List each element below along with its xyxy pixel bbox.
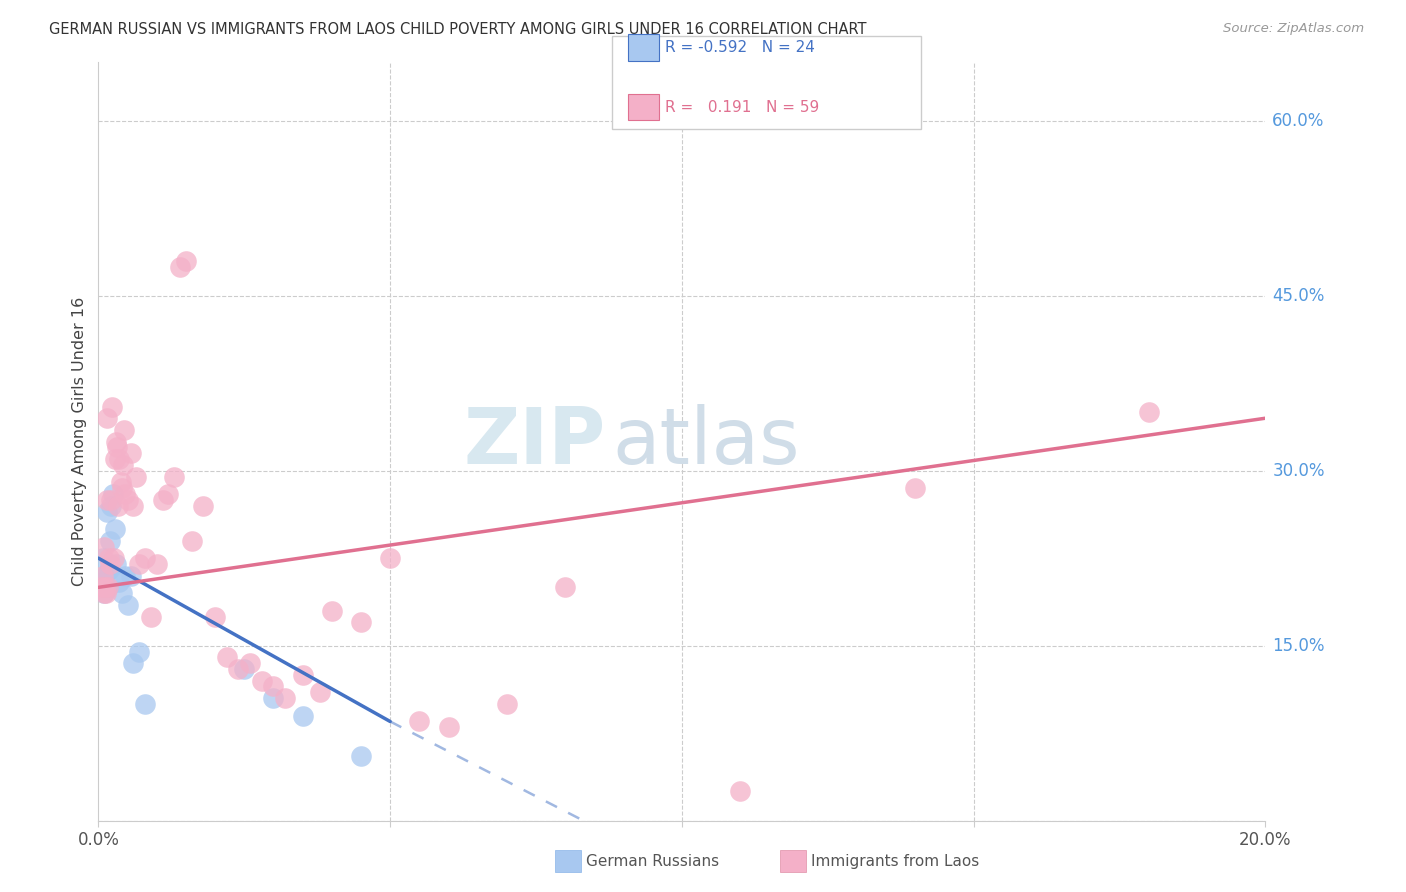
Point	[120, 446, 142, 460]
Text: German Russians: German Russians	[586, 855, 720, 869]
Point	[98, 557, 121, 571]
Point	[730, 784, 752, 798]
Point	[125, 469, 148, 483]
Point	[380, 551, 402, 566]
Text: R =   0.191   N = 59: R = 0.191 N = 59	[665, 100, 820, 114]
Text: Source: ZipAtlas.com: Source: ZipAtlas.com	[1223, 22, 1364, 36]
Point	[228, 662, 250, 676]
Text: 45.0%: 45.0%	[1272, 286, 1324, 305]
Point	[613, 90, 636, 104]
Text: 15.0%: 15.0%	[1272, 637, 1324, 655]
Point	[496, 697, 519, 711]
Point	[193, 499, 215, 513]
Point	[93, 586, 115, 600]
Point	[103, 551, 125, 566]
Point	[163, 469, 186, 483]
Point	[122, 656, 145, 670]
Point	[437, 720, 460, 734]
Point	[105, 441, 128, 455]
Point	[263, 691, 285, 706]
Point	[554, 580, 576, 594]
Point	[96, 411, 118, 425]
Point	[309, 685, 332, 699]
Point	[134, 697, 156, 711]
Point	[94, 580, 117, 594]
Point	[128, 644, 150, 658]
Point	[111, 458, 134, 472]
Point	[112, 423, 135, 437]
Text: Immigrants from Laos: Immigrants from Laos	[811, 855, 980, 869]
Point	[215, 650, 238, 665]
Point	[152, 492, 174, 507]
Point	[117, 492, 139, 507]
Point	[233, 662, 256, 676]
Point	[104, 522, 127, 536]
Point	[408, 714, 430, 729]
Point	[321, 604, 343, 618]
Point	[291, 708, 314, 723]
Point	[117, 598, 139, 612]
Point	[91, 568, 114, 582]
Point	[101, 487, 124, 501]
Point	[122, 499, 145, 513]
Point	[139, 609, 162, 624]
Point	[93, 586, 115, 600]
Point	[274, 691, 297, 706]
Point	[94, 586, 117, 600]
Text: 60.0%: 60.0%	[1272, 112, 1324, 129]
Point	[146, 557, 169, 571]
Point	[291, 668, 314, 682]
Point	[100, 492, 122, 507]
Point	[350, 749, 373, 764]
Point	[96, 492, 118, 507]
Point	[1137, 405, 1160, 419]
Point	[111, 586, 134, 600]
Point	[169, 260, 191, 274]
Point	[107, 499, 129, 513]
Text: 30.0%: 30.0%	[1272, 462, 1324, 480]
Point	[93, 540, 115, 554]
Point	[104, 434, 127, 449]
Point	[96, 504, 118, 518]
Point	[98, 533, 121, 548]
Text: ZIP: ZIP	[464, 403, 606, 480]
Point	[108, 574, 131, 589]
Point	[111, 481, 134, 495]
Point	[97, 580, 120, 594]
Point	[110, 475, 132, 490]
Point	[108, 452, 131, 467]
Point	[204, 609, 226, 624]
Point	[239, 656, 262, 670]
Point	[350, 615, 373, 630]
Point	[97, 580, 120, 594]
Text: atlas: atlas	[612, 403, 800, 480]
Point	[174, 253, 197, 268]
Point	[97, 563, 120, 577]
Point	[90, 574, 112, 589]
Point	[263, 680, 285, 694]
Point	[157, 487, 180, 501]
Point	[904, 481, 927, 495]
Y-axis label: Child Poverty Among Girls Under 16: Child Poverty Among Girls Under 16	[72, 297, 87, 586]
Text: R = -0.592   N = 24: R = -0.592 N = 24	[665, 40, 815, 54]
Point	[250, 673, 273, 688]
Point	[134, 551, 156, 566]
Point	[90, 580, 112, 594]
Point	[91, 551, 114, 566]
Point	[128, 557, 150, 571]
Point	[180, 533, 202, 548]
Point	[100, 499, 122, 513]
Point	[114, 487, 136, 501]
Point	[97, 551, 120, 566]
Point	[104, 452, 127, 467]
Point	[104, 557, 127, 571]
Point	[101, 400, 124, 414]
Point	[120, 568, 142, 582]
Point	[114, 568, 136, 582]
Point	[94, 568, 117, 582]
Text: GERMAN RUSSIAN VS IMMIGRANTS FROM LAOS CHILD POVERTY AMONG GIRLS UNDER 16 CORREL: GERMAN RUSSIAN VS IMMIGRANTS FROM LAOS C…	[49, 22, 866, 37]
